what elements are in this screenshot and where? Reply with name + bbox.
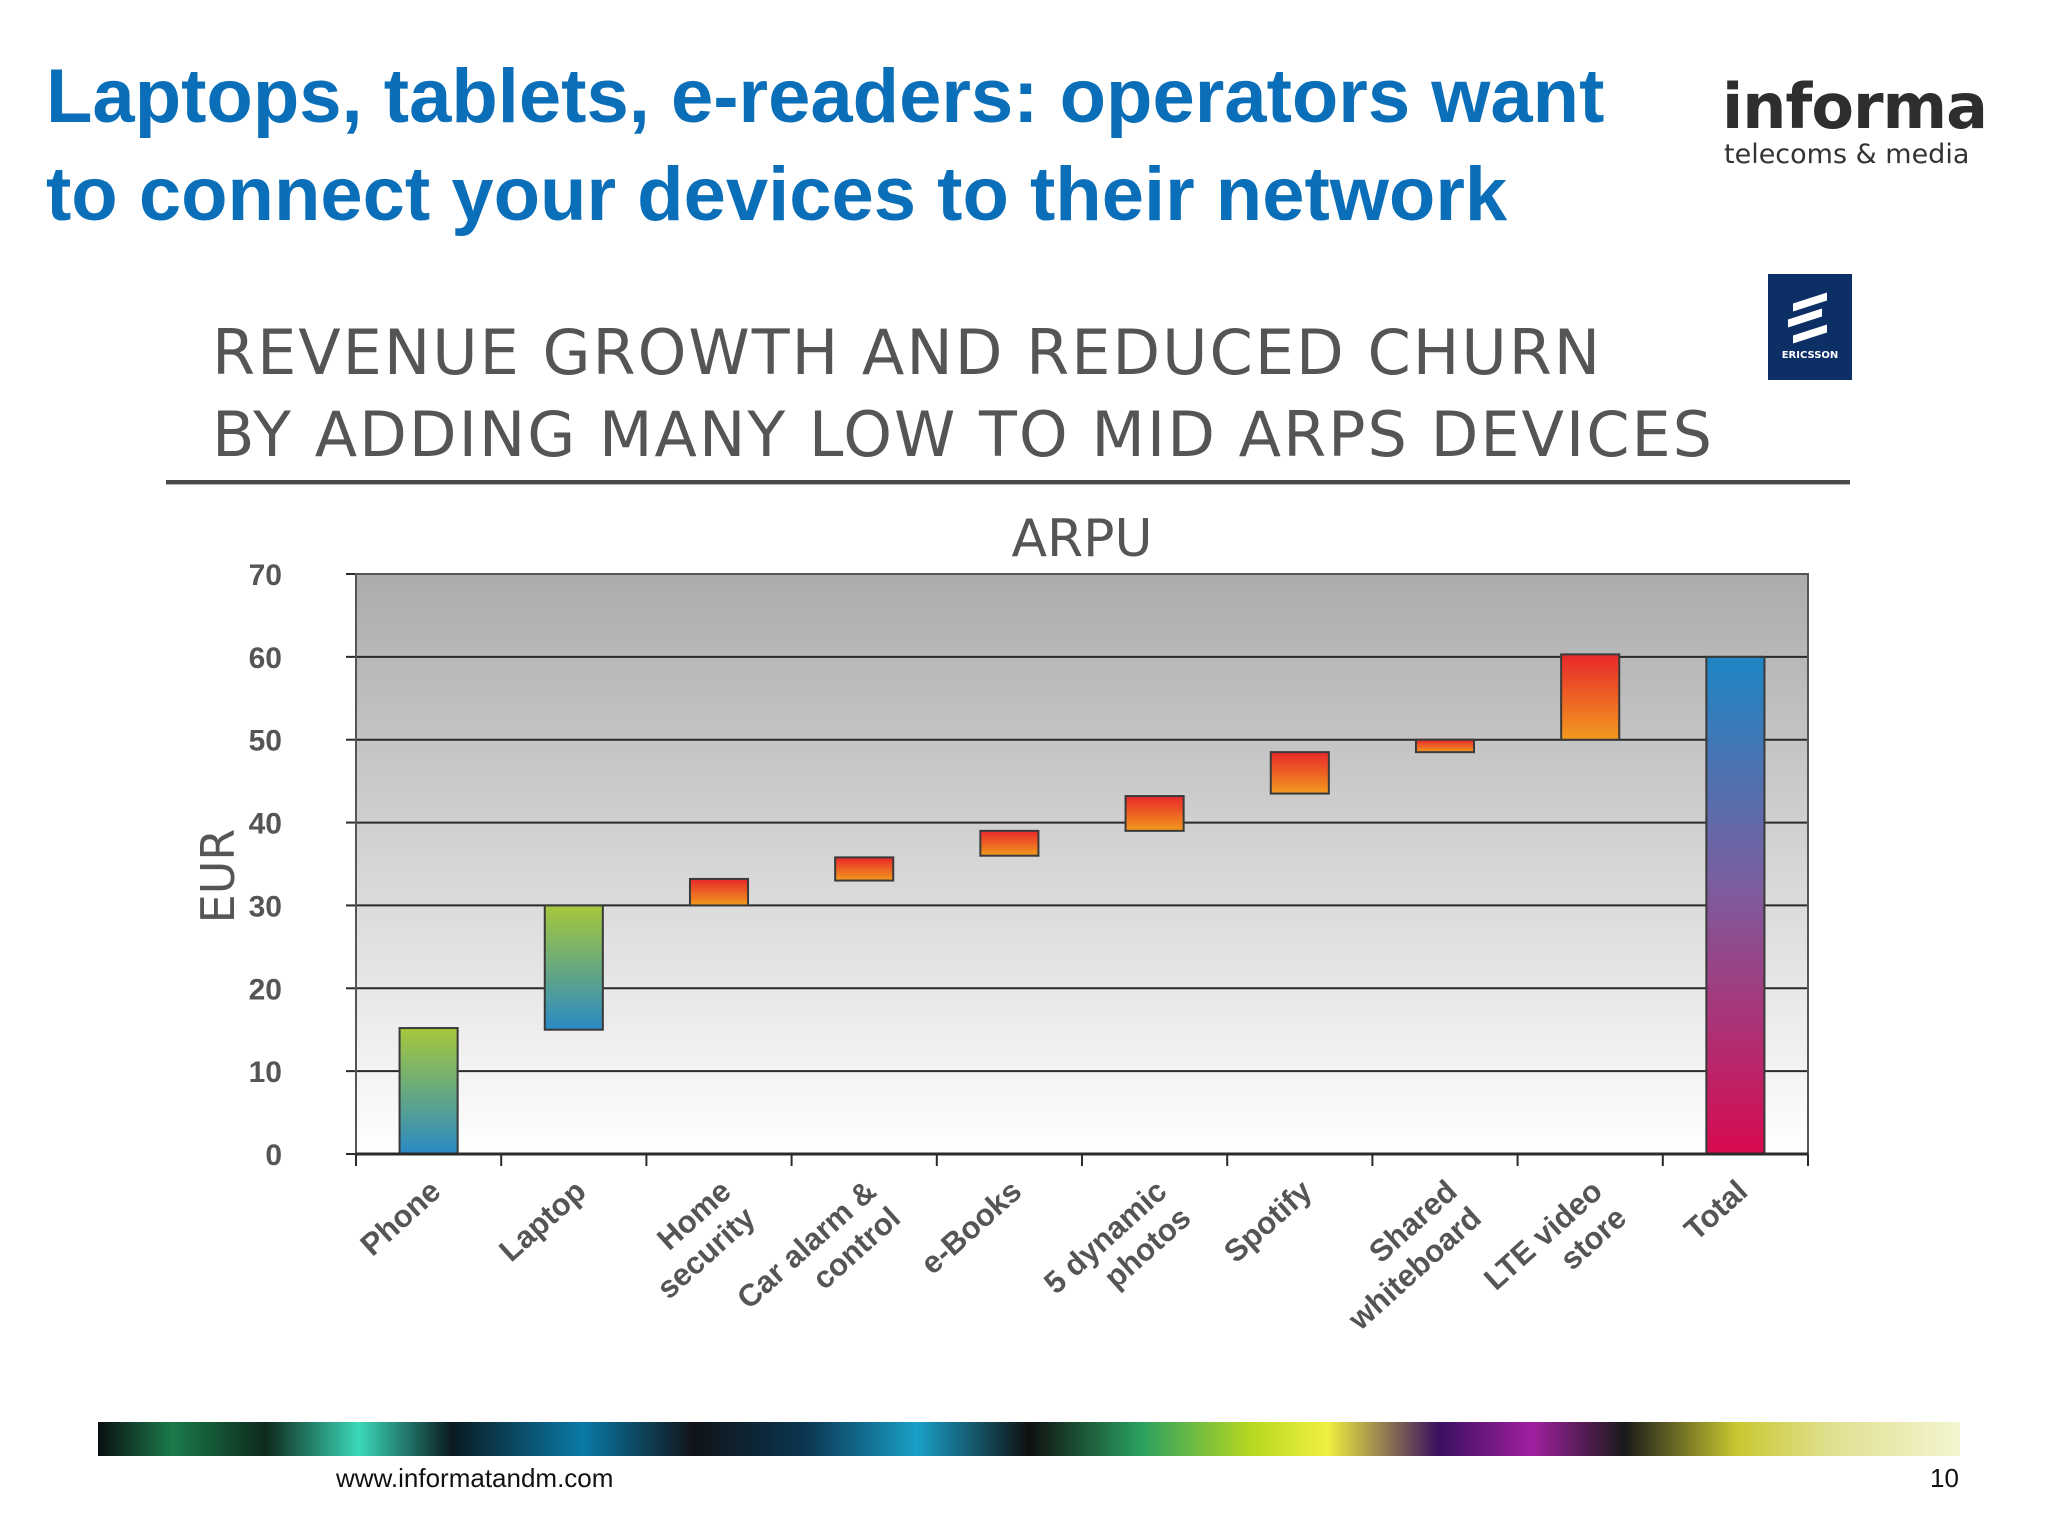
bar-phone xyxy=(398,1027,459,1155)
y-tick-label: 0 xyxy=(265,1139,282,1172)
footer-decoration-band xyxy=(98,1422,1960,1456)
x-tick-label-car-alarm-control: Car alarm &control xyxy=(730,1173,907,1342)
x-tick-label-total: Total xyxy=(1677,1173,1754,1247)
bar-shared-whiteboard xyxy=(1414,738,1476,754)
y-tick-label: 10 xyxy=(249,1056,282,1089)
x-tick-label-spotify: Spotify xyxy=(1217,1173,1319,1270)
slide-title-line2: to connect your devices to their network xyxy=(46,152,1508,237)
x-tick-label-5-dynamic-photos: 5 dynamicphotos xyxy=(1037,1173,1197,1327)
y-tick-label: 30 xyxy=(249,890,282,923)
informa-logo: informa telecoms & media xyxy=(1722,70,1988,170)
bars xyxy=(398,653,1766,1155)
y-tick-label: 20 xyxy=(249,973,282,1006)
bar-lte-video-store xyxy=(1560,653,1621,741)
informa-logo-name: informa xyxy=(1722,70,1988,143)
x-tick-label-shared-whiteboard: Sharedwhiteboard xyxy=(1317,1173,1488,1337)
x-tick-label-laptop: Laptop xyxy=(492,1173,592,1268)
y-tick-label: 40 xyxy=(249,808,282,841)
slide-title: Laptops, tablets, e-readers: operators w… xyxy=(46,48,1726,244)
footer-url: www.informatandm.com xyxy=(336,1463,614,1493)
bar-spotify xyxy=(1269,751,1330,795)
bar-total xyxy=(1705,655,1766,1155)
slide-title-line1: Laptops, tablets, e-readers: operators w… xyxy=(46,54,1605,139)
ericsson-logo-icon: ERICSSON xyxy=(1768,274,1852,380)
x-tick-label-phone: Phone xyxy=(353,1173,447,1262)
chart-heading-line1: REVENUE GROWTH AND REDUCED CHURN xyxy=(212,316,1603,389)
y-tick-label: 70 xyxy=(249,559,282,592)
axes xyxy=(346,573,1809,1166)
chart-title: ARPU xyxy=(1011,509,1152,569)
y-tick-label: 60 xyxy=(249,642,282,675)
chart-heading: REVENUE GROWTH AND REDUCED CHURN BY ADDI… xyxy=(212,312,1812,476)
bar-e-books xyxy=(979,829,1040,857)
informa-logo-subtitle: telecoms & media xyxy=(1724,139,1970,170)
chart-heading-line2: BY ADDING MANY LOW TO MID ARPS DEVICES xyxy=(212,398,1715,471)
x-tick-label-e-books: e-Books xyxy=(914,1173,1028,1281)
x-tick-label-lte-video-store: LTE videostore xyxy=(1477,1173,1633,1323)
y-tick-label: 50 xyxy=(249,725,282,758)
bar-5-dynamic-photos xyxy=(1124,795,1185,832)
bar-home-security xyxy=(688,877,750,907)
bar-car-alarm-control xyxy=(834,856,895,882)
bar-laptop xyxy=(543,904,604,1031)
heading-divider xyxy=(166,480,1850,485)
y-axis-label: EUR xyxy=(191,829,245,924)
page-number: 10 xyxy=(1930,1463,1959,1493)
